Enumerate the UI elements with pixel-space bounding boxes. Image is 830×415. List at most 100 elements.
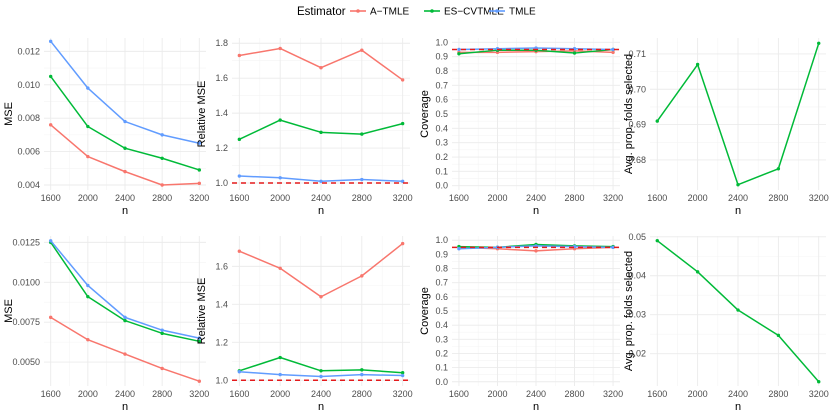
y-tick-label: 0.6 <box>435 95 448 105</box>
x-tick-label: 2400 <box>526 193 546 203</box>
data-point-tmle <box>160 133 164 137</box>
data-point-es-cvtmle <box>457 52 461 56</box>
data-point-a-tmle <box>534 249 538 253</box>
y-tick-label: 0.1 <box>435 363 448 373</box>
x-axis-label: n <box>318 401 324 413</box>
data-point-es-cvtmle <box>123 146 127 150</box>
y-tick-label: 0.03 <box>628 310 646 320</box>
x-tick-label: 1600 <box>41 389 61 399</box>
y-tick-label: 0.1 <box>435 166 448 176</box>
data-point-es-cvtmle <box>817 41 821 46</box>
x-tick-label: 2800 <box>152 389 172 399</box>
y-axis-label: MSE <box>3 299 15 323</box>
legend: Estimator A−TMLE ES−CVTMLE TMLE <box>297 6 536 18</box>
legend-key-point-a-tmle <box>356 9 360 13</box>
y-tick-label: 0.71 <box>628 49 646 59</box>
panel-r2c4: 1600 2000 2400 2800 3200 0.02 0.03 0.04 0.05 n Avg… <box>623 232 829 413</box>
panel-r1c2: 1600 2000 2400 2800 3200 1.0 1.2 1.4 1.6 1.8 n Rela… <box>196 38 413 217</box>
x-tick-label: 1600 <box>647 389 667 399</box>
x-tick-label: 2800 <box>768 193 788 203</box>
data-point-es-cvtmle <box>160 156 164 160</box>
data-point-es-cvtmle <box>695 270 700 274</box>
data-point-tmle <box>400 179 405 183</box>
data-point-a-tmle <box>400 241 405 246</box>
data-point-a-tmle <box>319 66 323 70</box>
data-point-a-tmle <box>123 169 127 174</box>
y-axis-label: Avg. prop. folds selected <box>623 54 635 174</box>
x-tick-label: 2400 <box>115 193 135 203</box>
data-point-tmle <box>237 370 242 374</box>
y-tick-label: 0.010 <box>17 80 40 90</box>
data-point-es-cvtmle <box>360 132 364 136</box>
y-tick-label: 0.8 <box>435 66 448 76</box>
x-tick-label: 1600 <box>229 193 249 203</box>
x-tick-label: 2000 <box>688 389 708 399</box>
data-point-a-tmle <box>197 379 202 383</box>
data-point-tmle <box>457 47 461 52</box>
x-tick-label: 2800 <box>565 193 585 203</box>
data-point-es-cvtmle <box>160 331 164 336</box>
x-axis-label: n <box>122 205 128 217</box>
data-point-tmle <box>48 239 53 243</box>
legend-key-point-es-cvtmle <box>430 9 434 13</box>
y-tick-label: 0.7 <box>435 278 448 288</box>
x-tick-label: 3200 <box>603 389 623 399</box>
data-point-a-tmle <box>160 183 164 187</box>
data-point-tmle <box>278 372 282 377</box>
data-point-tmle <box>123 315 127 320</box>
data-point-es-cvtmle <box>237 137 242 142</box>
x-tick-label: 2800 <box>152 193 172 203</box>
data-point-tmle <box>86 86 90 90</box>
x-tick-label: 3200 <box>393 389 413 399</box>
data-point-es-cvtmle <box>319 130 323 135</box>
y-tick-label: 1.2 <box>215 337 228 347</box>
data-point-a-tmle <box>237 249 242 253</box>
x-tick-label: 2800 <box>768 389 788 399</box>
data-point-a-tmle <box>278 46 282 51</box>
y-tick-label: 0.0100 <box>12 277 40 287</box>
x-tick-label: 3200 <box>189 389 209 399</box>
y-tick-label: 0.4 <box>435 320 448 330</box>
data-point-tmle <box>237 174 242 178</box>
x-tick-label: 3200 <box>809 193 829 203</box>
data-point-es-cvtmle <box>278 118 282 122</box>
data-point-es-cvtmle <box>572 51 577 55</box>
y-tick-label: 1.8 <box>215 38 228 48</box>
y-tick-label: 1.6 <box>215 261 228 271</box>
data-point-tmle <box>611 47 615 52</box>
y-axis-label: MSE <box>3 102 15 126</box>
x-tick-label: 1600 <box>229 389 249 399</box>
y-tick-label: 1.4 <box>215 299 228 309</box>
data-point-tmle <box>457 247 461 251</box>
panel-r2c2: 1600 2000 2400 2800 3200 1.0 1.2 1.4 1.6 n Relativ… <box>196 236 413 413</box>
x-tick-label: 2000 <box>78 389 98 399</box>
data-point-tmle <box>360 177 364 182</box>
y-tick-label: 1.0 <box>435 235 448 245</box>
legend-entry-tmle: TMLE <box>489 7 536 18</box>
data-point-es-cvtmle <box>400 121 405 126</box>
legend-entry-a-tmle: A−TMLE <box>350 7 410 18</box>
x-axis-label: n <box>735 205 741 217</box>
data-point-es-cvtmle <box>319 369 323 373</box>
data-point-es-cvtmle <box>123 318 127 323</box>
x-tick-label: 2400 <box>311 193 331 203</box>
data-point-es-cvtmle <box>655 119 659 123</box>
y-tick-label: 0.68 <box>628 155 646 165</box>
x-tick-label: 2800 <box>352 193 372 203</box>
y-tick-label: 0.4 <box>435 123 448 133</box>
x-tick-label: 2400 <box>728 389 748 399</box>
y-tick-label: 0.012 <box>17 46 40 56</box>
data-point-es-cvtmle <box>776 333 781 338</box>
x-tick-label: 2000 <box>487 389 507 399</box>
data-point-tmle <box>86 283 90 288</box>
x-tick-label: 2400 <box>526 389 546 399</box>
data-point-es-cvtmle <box>197 339 202 344</box>
x-tick-label: 3200 <box>809 389 829 399</box>
data-point-tmle <box>400 373 405 378</box>
legend-label-a-tmle: A−TMLE <box>370 7 410 18</box>
data-point-es-cvtmle <box>197 168 202 172</box>
panel-r1c1: 1600 2000 2400 2800 3200 0.004 0.006 0.008 0.010… <box>3 38 209 217</box>
y-tick-label: 0.3 <box>435 138 448 148</box>
data-point-es-cvtmle <box>776 167 781 171</box>
